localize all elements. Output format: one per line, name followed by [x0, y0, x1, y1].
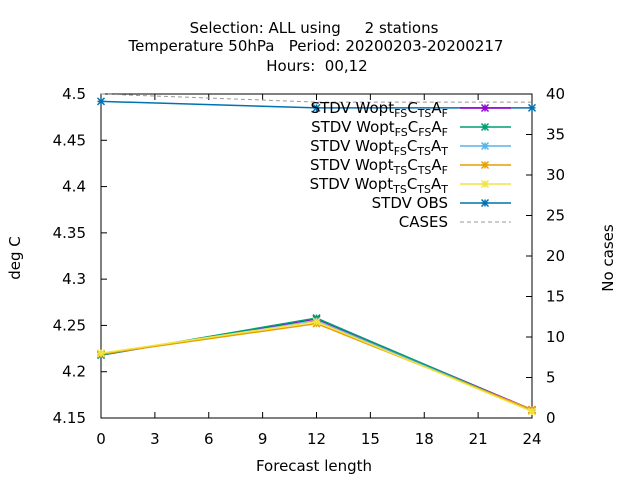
y-tick-label: 4.15 — [53, 409, 86, 427]
y2-tick-label: 5 — [546, 369, 556, 387]
y2-tick-label: 20 — [546, 247, 565, 265]
title-line-3: Hours: 00,12 — [266, 57, 367, 75]
y-tick-label: 4.4 — [62, 178, 86, 196]
series-line-3 — [100, 320, 533, 412]
x-tick-label: 0 — [96, 430, 106, 448]
y-tick-label: 4.45 — [53, 131, 86, 149]
x-tick-label: 3 — [150, 430, 160, 448]
y-tick-label: 4.5 — [62, 85, 86, 103]
y2-tick-label: 0 — [546, 409, 556, 427]
y2-tick-label: 35 — [546, 126, 565, 144]
x-axis-label: Forecast length — [256, 457, 372, 475]
legend-label-1: STDV WoptFSCTSAF — [311, 99, 448, 120]
legend-label-7: CASES — [399, 213, 448, 231]
x-tick-label: 9 — [258, 430, 268, 448]
x-tick-label: 15 — [361, 430, 380, 448]
series-line-2 — [100, 317, 533, 412]
y-tick-label: 4.35 — [53, 224, 86, 242]
title-line-2: Temperature 50hPa Period: 20200203-20200… — [128, 37, 504, 55]
legend-label-4: STDV WoptTSCTSAF — [310, 156, 448, 177]
legend-marker-2 — [480, 122, 490, 132]
y-axis-label: deg C — [6, 236, 24, 280]
legend-label-5: STDV WoptTSCTSAT — [310, 175, 449, 196]
series-5-point — [312, 317, 321, 326]
y2-tick-label: 15 — [546, 288, 565, 306]
y2-axis-label: No cases — [599, 224, 617, 292]
y2-tick-label: 10 — [546, 328, 565, 346]
y-axis-right: 0 5 10 15 20 25 30 35 40 — [526, 85, 565, 427]
x-tick-label: 6 — [204, 430, 214, 448]
y-tick-label: 4.25 — [53, 316, 86, 334]
x-tick-label: 24 — [522, 430, 541, 448]
legend-marker-1 — [480, 103, 490, 113]
series-line-4 — [100, 322, 533, 411]
x-tick-label: 21 — [469, 430, 488, 448]
legend-marker-6 — [480, 198, 490, 208]
series-layer — [96, 93, 537, 416]
y2-tick-label: 40 — [546, 85, 565, 103]
legend-marker-3 — [480, 141, 490, 151]
series-line-1 — [100, 318, 533, 411]
legend-marker-5 — [480, 179, 490, 189]
x-axis: 0 3 6 9 12 15 18 21 24 — [96, 94, 542, 448]
series-line-7 — [100, 93, 532, 103]
series-5-point — [527, 407, 537, 416]
y-tick-label: 4.3 — [62, 270, 86, 288]
y-tick-label: 4.2 — [62, 363, 86, 381]
legend-label-2: STDV WoptFSCFSAF — [311, 118, 448, 139]
series-line-5 — [100, 320, 533, 413]
y-axis-left: 4.15 4.2 4.25 4.3 4.35 4.4 4.45 4.5 — [53, 85, 107, 427]
chart-title: Selection: ALL using 2 stations Temperat… — [128, 19, 504, 75]
legend-marker-4 — [480, 160, 490, 170]
series-6-point — [96, 97, 106, 106]
x-tick-label: 12 — [307, 430, 326, 448]
series-5-point — [96, 349, 106, 358]
series-6-point — [527, 103, 537, 112]
y2-tick-label: 25 — [546, 207, 565, 225]
y2-tick-label: 30 — [546, 166, 565, 184]
x-tick-label: 18 — [415, 430, 434, 448]
series-6-point — [312, 103, 321, 112]
legend-label-6: STDV OBS — [372, 194, 448, 212]
title-line-1: Selection: ALL using 2 stations — [190, 19, 439, 37]
legend-label-3: STDV WoptFSCTSAT — [310, 137, 448, 158]
